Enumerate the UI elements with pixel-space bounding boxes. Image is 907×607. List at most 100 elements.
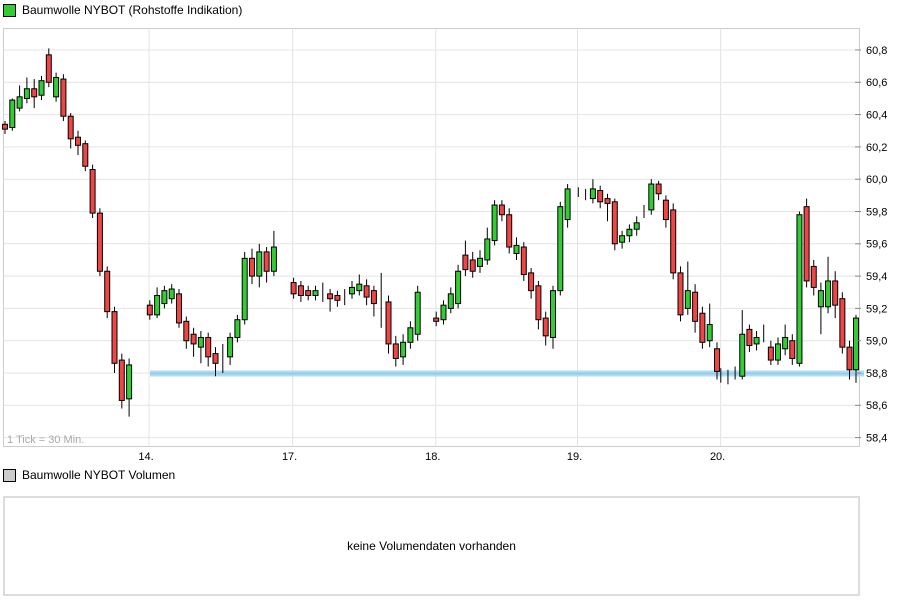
- candle-body: [447, 293, 454, 309]
- candle-body: [604, 198, 611, 204]
- x-axis-label: 17.: [282, 451, 297, 463]
- candle-body: [699, 312, 706, 343]
- candle-body: [535, 285, 542, 321]
- candle-body: [146, 304, 153, 316]
- candle-body: [327, 293, 334, 300]
- candle-body: [440, 304, 447, 321]
- candle-body: [739, 333, 746, 377]
- y-axis-label: 60,4: [866, 109, 887, 121]
- candle-body: [714, 348, 720, 372]
- candle-body: [16, 96, 23, 109]
- support-line-core: [150, 372, 864, 375]
- y-axis-label: 59,6: [866, 239, 887, 251]
- volume-legend-square-icon: [3, 468, 16, 482]
- candle-body: [484, 238, 491, 261]
- candle-body: [825, 280, 832, 308]
- candle-body: [392, 343, 399, 359]
- candlestick-chart[interactable]: 60,8 60,6 60,4 60,2 60,0 59,8 59,6 59,4 59,2 59,0…: [0, 0, 907, 470]
- candle-body: [197, 336, 204, 348]
- candle-body: [256, 251, 263, 277]
- y-axis-label: 58,8: [866, 368, 887, 380]
- candle-body: [557, 206, 564, 292]
- candle-body: [564, 188, 571, 221]
- candle-body: [363, 285, 370, 298]
- main-legend-square-icon: [3, 3, 16, 17]
- x-axis-label: 19.: [567, 451, 582, 463]
- x-axis-label: 18.: [425, 451, 440, 463]
- candle-body: [212, 353, 219, 364]
- volume-chart-title: Baumwolle NYBOT Volumen: [22, 468, 176, 482]
- candle-body: [655, 183, 662, 195]
- candle-body: [407, 327, 414, 343]
- candle-body: [597, 190, 604, 203]
- candle-body: [626, 228, 633, 237]
- candle-body: [126, 364, 133, 400]
- candle-body: [414, 291, 421, 335]
- candle-body: [692, 291, 699, 322]
- candle-body: [2, 123, 8, 130]
- candle-body: [746, 328, 753, 347]
- candle-body: [370, 290, 377, 305]
- candle-body: [839, 298, 846, 348]
- candle-body: [104, 270, 111, 313]
- y-axis-label: 58,6: [866, 400, 887, 412]
- candle-body: [753, 336, 760, 345]
- main-chart-legend: Baumwolle NYBOT (Rohstoffe Indikation): [3, 3, 242, 17]
- candle-body: [53, 76, 60, 98]
- candle-body: [498, 204, 505, 216]
- candle-body: [297, 285, 304, 296]
- candle-body: [23, 88, 30, 99]
- candle-body: [60, 78, 67, 117]
- candle-body: [75, 136, 81, 146]
- candle-body: [312, 290, 319, 296]
- candle-body: [31, 88, 38, 98]
- candle-body: [183, 320, 190, 342]
- candle-body: [400, 341, 407, 358]
- candle-body: [385, 301, 392, 345]
- candle-body: [513, 244, 520, 254]
- candle-body: [168, 288, 175, 300]
- x-axis-label: 14.: [138, 451, 153, 463]
- candle-body: [469, 259, 476, 272]
- candle-body: [677, 272, 684, 316]
- candle-body: [611, 201, 618, 245]
- candle-body: [205, 336, 212, 358]
- candle-body: [190, 333, 197, 345]
- candle-body: [528, 272, 535, 292]
- y-axis-label: 59,0: [866, 336, 887, 348]
- candle-body: [433, 317, 440, 322]
- candle-body: [161, 290, 168, 305]
- candle-body: [619, 235, 626, 243]
- y-axis-label: 59,8: [866, 206, 887, 218]
- candle-body: [810, 265, 817, 288]
- candle-body: [633, 222, 640, 230]
- candle-body: [234, 319, 241, 338]
- candle-body: [249, 257, 255, 277]
- candle-body: [782, 336, 789, 350]
- candle-body: [334, 294, 341, 301]
- candle-body: [589, 188, 596, 200]
- candle-body: [853, 317, 859, 371]
- candle-body: [491, 204, 498, 242]
- candle-body: [349, 286, 355, 295]
- volume-chart-legend: Baumwolle NYBOT Volumen: [3, 468, 175, 482]
- candle-body: [775, 343, 781, 361]
- x-axis-label: 20.: [710, 451, 725, 463]
- candle-body: [832, 280, 839, 306]
- y-axis-label: 60,6: [866, 77, 887, 89]
- candle-body: [89, 169, 96, 214]
- candle-body: [796, 214, 803, 364]
- candle-body: [706, 324, 713, 342]
- candle-body: [506, 214, 513, 248]
- y-axis-label: 60,8: [866, 45, 887, 57]
- candle-body: [462, 254, 469, 271]
- candle-body: [118, 359, 125, 401]
- candle-body: [670, 209, 677, 274]
- candle-body: [82, 143, 89, 167]
- main-chart-title: Baumwolle NYBOT (Rohstoffe Indikation): [22, 3, 243, 17]
- candle-body: [767, 346, 774, 361]
- y-axis-label: 60,0: [866, 174, 887, 186]
- y-axis-label: 59,2: [866, 303, 887, 315]
- candle-body: [263, 251, 270, 272]
